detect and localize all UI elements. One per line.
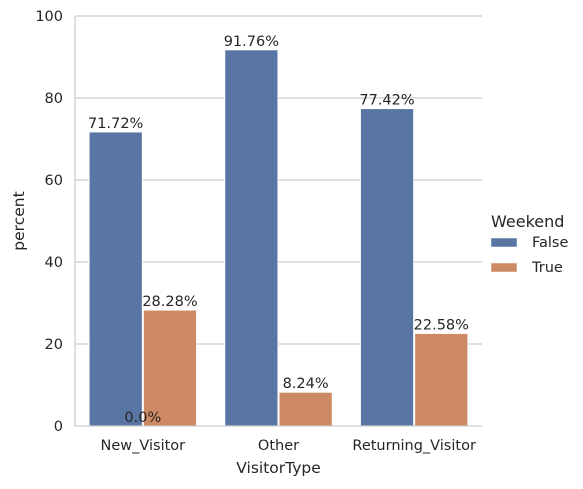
bar-true-new_visitor [142, 309, 198, 427]
y-tick-label: 60 [45, 173, 63, 189]
legend-swatch-false [490, 237, 518, 248]
legend-label-true: True [531, 260, 563, 276]
bar-value-label: 71.72% [88, 116, 143, 132]
legend-label-false: False [532, 235, 568, 251]
bar-false-new_visitor [88, 131, 143, 427]
bar-value-label: 28.28% [142, 294, 197, 310]
legend: Weekend False True [490, 212, 568, 276]
bar-value-label: 8.24% [283, 376, 329, 392]
x-axis-title: VisitorType [236, 459, 321, 477]
y-tick-label: 40 [45, 255, 63, 271]
x-tick-label: New_Visitor [101, 438, 186, 454]
bar-false-other [224, 49, 279, 427]
bar-value-label: 77.42% [359, 93, 414, 109]
y-tick-labels: 0 20 40 60 80 100 [35, 9, 63, 435]
bar-value-labels: 71.72% 91.76% 77.42% 28.28% 8.24% 22.58% 0.0% [88, 34, 469, 426]
y-tick-label: 100 [35, 9, 63, 25]
x-tick-label: Other [258, 438, 299, 454]
bar-value-label: 22.58% [414, 317, 469, 333]
legend-swatch-true [490, 262, 518, 273]
y-tick-label: 80 [45, 91, 63, 107]
x-tick-labels: New_Visitor Other Returning_Visitor [101, 438, 476, 454]
x-tick-label: Returning_Visitor [352, 438, 476, 454]
zero-value-label: 0.0% [124, 410, 161, 426]
bar-true-returning_visitor [414, 332, 469, 427]
y-axis-title: percent [10, 191, 28, 250]
bar-value-label: 91.76% [224, 34, 279, 50]
bars [88, 49, 469, 427]
bar-false-returning_visitor [359, 108, 415, 427]
bar-true-other [278, 391, 333, 427]
legend-title: Weekend [491, 212, 564, 231]
axes [74, 16, 482, 427]
y-tick-label: 0 [54, 419, 63, 435]
y-tick-label: 20 [45, 337, 63, 353]
